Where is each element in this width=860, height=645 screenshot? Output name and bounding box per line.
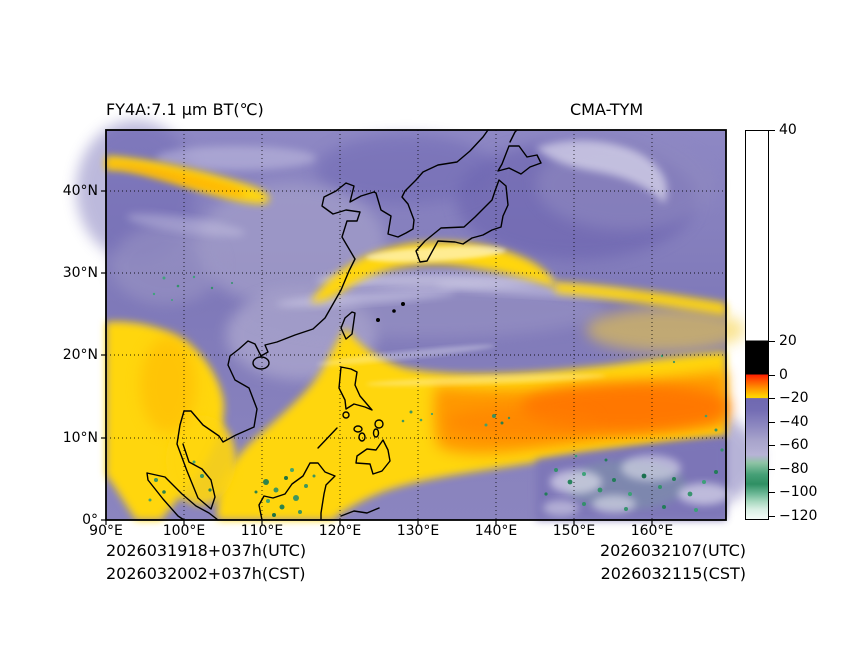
map-border [105,129,727,521]
x-tick-label: 160°E [630,523,674,539]
map-plot [76,120,761,525]
y-tick-label: 40°N [62,183,98,199]
colorbar-tick-label: −20 [779,390,809,406]
colorbar-tick-mark [769,469,775,471]
x-tick-label: 130°E [396,523,440,539]
colorbar-tick-mark [769,516,775,518]
x-tick-label: 120°E [318,523,362,539]
y-tick-label: 20°N [62,347,98,363]
colorbar-tick-mark [769,445,775,447]
y-tick-label: 0° [82,512,98,528]
x-tick-label: 110°E [240,523,284,539]
coastlines [146,129,542,521]
chart-title: FY4A:7.1 μm BT(℃) [106,100,264,119]
x-tick-label: 100°E [162,523,206,539]
colorbar-tick-mark [769,341,775,343]
colorbar-tick-label: 20 [779,333,797,349]
satellite-bt-map [76,120,761,525]
cloud-field [76,120,761,520]
init-time-utc: 2026031918+037h(UTC) [106,541,307,560]
y-tick-label: 30°N [62,265,98,281]
colorbar-tick-label: 0 [779,367,788,383]
colorbar-tick-label: −120 [779,508,818,524]
colorbar-tick-label: −80 [779,461,809,477]
colorbar-tick-label: −40 [779,414,809,430]
x-tick-label: 150°E [552,523,596,539]
colorbar-tick-mark [769,422,775,424]
colorbar-tick-mark [769,398,775,400]
valid-time-utc: 2026032107(UTC) [600,541,746,560]
colorbar [745,130,769,520]
colorbar-tick-mark [769,130,775,132]
model-name-label: CMA-TYM [570,100,644,119]
x-tick-label: 140°E [474,523,518,539]
init-time-cst: 2026032002+037h(CST) [106,564,306,583]
y-tick-label: 10°N [62,430,98,446]
deep-convection-speckles [148,275,724,517]
graticule-grid [106,130,726,520]
colorbar-tick-label: −100 [779,484,818,500]
colorbar-tick-mark [769,375,775,377]
colorbar-tick-label: 40 [779,122,797,138]
valid-time-cst: 2026032115(CST) [600,564,746,583]
colorbar-tick-mark [769,492,775,494]
x-tick-label: 90°E [89,523,123,539]
colorbar-tick-label: −60 [779,437,809,453]
